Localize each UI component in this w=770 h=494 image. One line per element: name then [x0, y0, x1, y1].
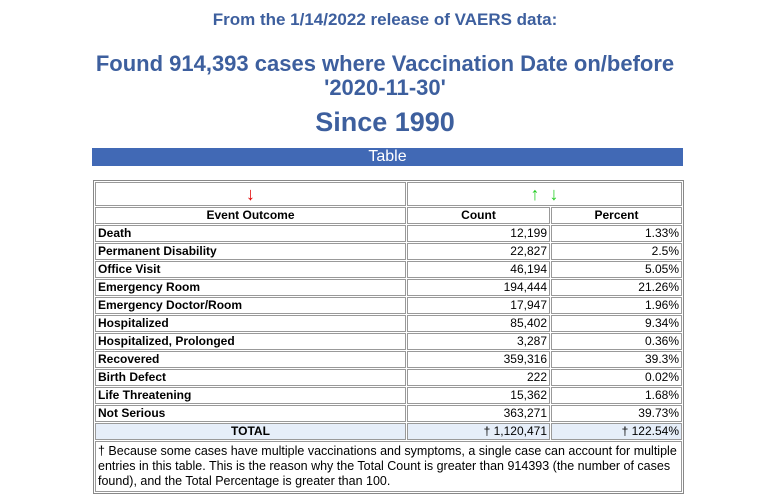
- outcome-cell: Office Visit: [95, 261, 406, 278]
- table-row: Emergency Doctor/Room 17,947 1.96%: [95, 297, 682, 314]
- outcome-cell: Emergency Room: [95, 279, 406, 296]
- percent-cell: 21.26%: [551, 279, 682, 296]
- table-row: Birth Defect 222 0.02%: [95, 369, 682, 386]
- total-percent: † 122.54%: [551, 423, 682, 440]
- percent-cell: 1.96%: [551, 297, 682, 314]
- outcome-cell: Hospitalized: [95, 315, 406, 332]
- outcome-cell: Emergency Doctor/Room: [95, 297, 406, 314]
- percent-cell: 9.34%: [551, 315, 682, 332]
- count-cell: 85,402: [407, 315, 550, 332]
- percent-cell: 0.02%: [551, 369, 682, 386]
- percent-cell: 1.68%: [551, 387, 682, 404]
- total-count: † 1,120,471: [407, 423, 550, 440]
- count-cell: 222: [407, 369, 550, 386]
- table-row: Hospitalized 85,402 9.34%: [95, 315, 682, 332]
- found-heading-date: '2020-11-30': [324, 75, 446, 100]
- outcome-cell: Recovered: [95, 351, 406, 368]
- sort-down-icon[interactable]: ↓: [549, 184, 559, 204]
- footnote: † Because some cases have multiple vacci…: [95, 441, 682, 492]
- count-cell: 363,271: [407, 405, 550, 422]
- outcome-cell: Life Threatening: [95, 387, 406, 404]
- count-cell: 22,827: [407, 243, 550, 260]
- count-cell: 194,444: [407, 279, 550, 296]
- percent-cell: 1.33%: [551, 225, 682, 242]
- percent-cell: 5.05%: [551, 261, 682, 278]
- outcome-cell: Death: [95, 225, 406, 242]
- table-row: Permanent Disability 22,827 2.5%: [95, 243, 682, 260]
- percent-cell: 39.3%: [551, 351, 682, 368]
- header-percent: Percent: [551, 207, 682, 224]
- sort-up-icon[interactable]: ↑: [530, 184, 540, 204]
- table-section-bar: Table: [92, 148, 683, 166]
- outcome-cell: Birth Defect: [95, 369, 406, 386]
- header-event-outcome: Event Outcome: [95, 207, 406, 224]
- outcome-sort-cell: ↓: [95, 182, 406, 206]
- count-cell: 15,362: [407, 387, 550, 404]
- outcome-cell: Hospitalized, Prolonged: [95, 333, 406, 350]
- outcome-cell: Not Serious: [95, 405, 406, 422]
- percent-cell: 39.73%: [551, 405, 682, 422]
- percent-cell: 2.5%: [551, 243, 682, 260]
- count-cell: 17,947: [407, 297, 550, 314]
- total-row: TOTAL † 1,120,471 † 122.54%: [95, 423, 682, 440]
- table-row: Life Threatening 15,362 1.68%: [95, 387, 682, 404]
- table-row: Death 12,199 1.33%: [95, 225, 682, 242]
- count-cell: 359,316: [407, 351, 550, 368]
- release-heading: From the 1/14/2022 release of VAERS data…: [212, 10, 558, 29]
- outcome-table: ↓ ↑ ↓ Event Outcome Count Percent Death 1…: [93, 180, 684, 494]
- sort-down-icon[interactable]: ↓: [246, 184, 255, 204]
- total-label: TOTAL: [95, 423, 406, 440]
- header-count: Count: [407, 207, 550, 224]
- count-cell: 46,194: [407, 261, 550, 278]
- table-row: Emergency Room 194,444 21.26%: [95, 279, 682, 296]
- table-row: Not Serious 363,271 39.73%: [95, 405, 682, 422]
- table-row: Hospitalized, Prolonged 3,287 0.36%: [95, 333, 682, 350]
- table-row: Recovered 359,316 39.3%: [95, 351, 682, 368]
- since-heading: Since 1990: [315, 107, 455, 137]
- outcome-cell: Permanent Disability: [95, 243, 406, 260]
- table-row: Office Visit 46,194 5.05%: [95, 261, 682, 278]
- count-sort-cell: ↑ ↓: [407, 182, 682, 206]
- count-cell: 3,287: [407, 333, 550, 350]
- found-heading-line1: Found 914,393 cases where Vaccination Da…: [95, 51, 675, 76]
- percent-cell: 0.36%: [551, 333, 682, 350]
- count-cell: 12,199: [407, 225, 550, 242]
- found-heading: Found 914,393 cases where Vaccination Da…: [0, 52, 770, 100]
